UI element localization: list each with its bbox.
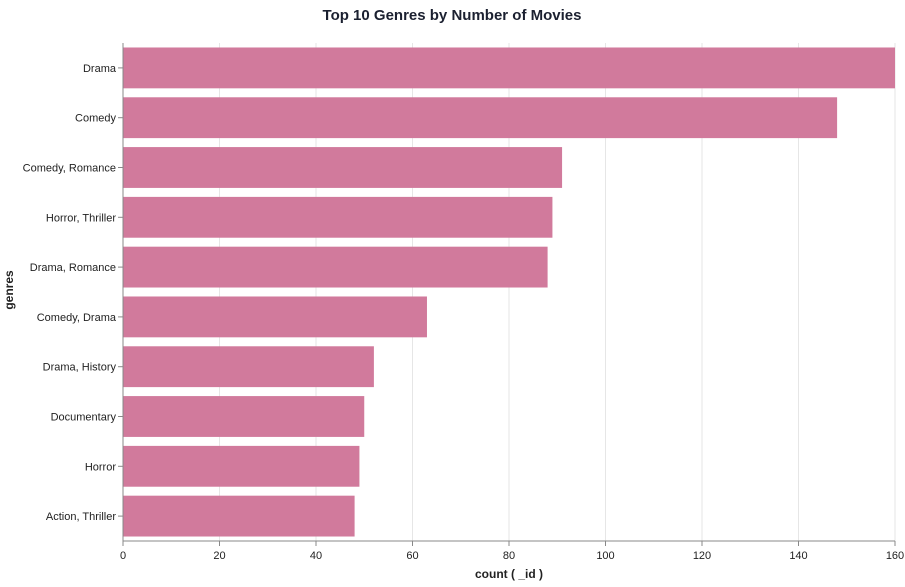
bar [123, 346, 374, 388]
x-tick-label: 40 [310, 550, 322, 562]
x-tick-label: 160 [886, 550, 904, 562]
bar [123, 47, 895, 89]
y-tick-label: Comedy [75, 113, 116, 125]
chart-title: Top 10 Genres by Number of Movies [323, 7, 582, 24]
bar [123, 495, 355, 537]
x-tick-label: 20 [213, 550, 225, 562]
bar [123, 97, 838, 139]
y-tick-label: Action, Thriller [46, 511, 116, 523]
bar [123, 396, 365, 437]
y-tick-label: Comedy, Drama [37, 312, 117, 324]
x-tick-label: 120 [693, 550, 711, 562]
bars [123, 47, 895, 537]
x-tick-label: 140 [789, 550, 807, 562]
y-tick-label: Documentary [51, 412, 117, 424]
x-tick-label: 0 [120, 550, 126, 562]
y-tick-label: Horror [85, 461, 117, 473]
x-tick-label: 60 [406, 550, 418, 562]
y-tick-label: Drama, Romance [30, 262, 116, 274]
bar [123, 147, 563, 188]
y-tick-label: Horror, Thriller [46, 212, 116, 224]
axes: 0 20 40 60 80 100 120 140 160 Drama Comedy Comedy, … [23, 43, 904, 562]
y-tick-label: Drama [83, 63, 117, 75]
bar [123, 246, 548, 288]
bar [123, 445, 360, 487]
x-tick-label: 100 [596, 550, 614, 562]
y-axis-title: genres [2, 270, 16, 310]
bar [123, 196, 553, 238]
x-axis-title: count ( _id ) [475, 567, 543, 581]
y-tick-label: Comedy, Romance [23, 163, 116, 175]
x-tick-label: 80 [503, 550, 515, 562]
y-tick-label: Drama, History [43, 362, 117, 374]
bar [123, 296, 427, 338]
